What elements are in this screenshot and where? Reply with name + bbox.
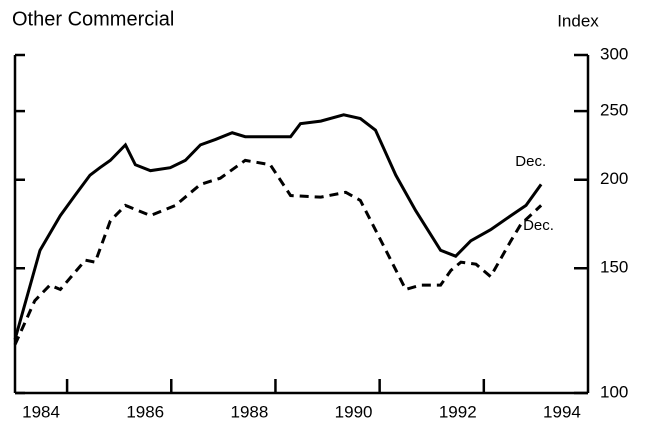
x-tick-label: 1984 (22, 402, 60, 421)
y-tick-label: 150 (600, 258, 628, 277)
series-line (13, 113, 543, 340)
y-tick-label: 100 (600, 382, 628, 401)
y-axis-label: Index (557, 11, 599, 30)
series-line (13, 158, 543, 346)
y-tick-label: 250 (600, 101, 628, 120)
annotation: Dec. (515, 153, 546, 170)
annotation: Dec. (523, 217, 554, 234)
chart-title: Other Commercial (12, 8, 174, 30)
x-tick-label: 1992 (439, 402, 477, 421)
x-tick-label: 1994 (543, 402, 581, 421)
x-tick-label: 1988 (230, 402, 268, 421)
x-tick-label: 1990 (335, 402, 373, 421)
y-tick-label: 300 (600, 44, 628, 63)
y-tick-label: 200 (600, 169, 628, 188)
x-tick-label: 1986 (126, 402, 164, 421)
